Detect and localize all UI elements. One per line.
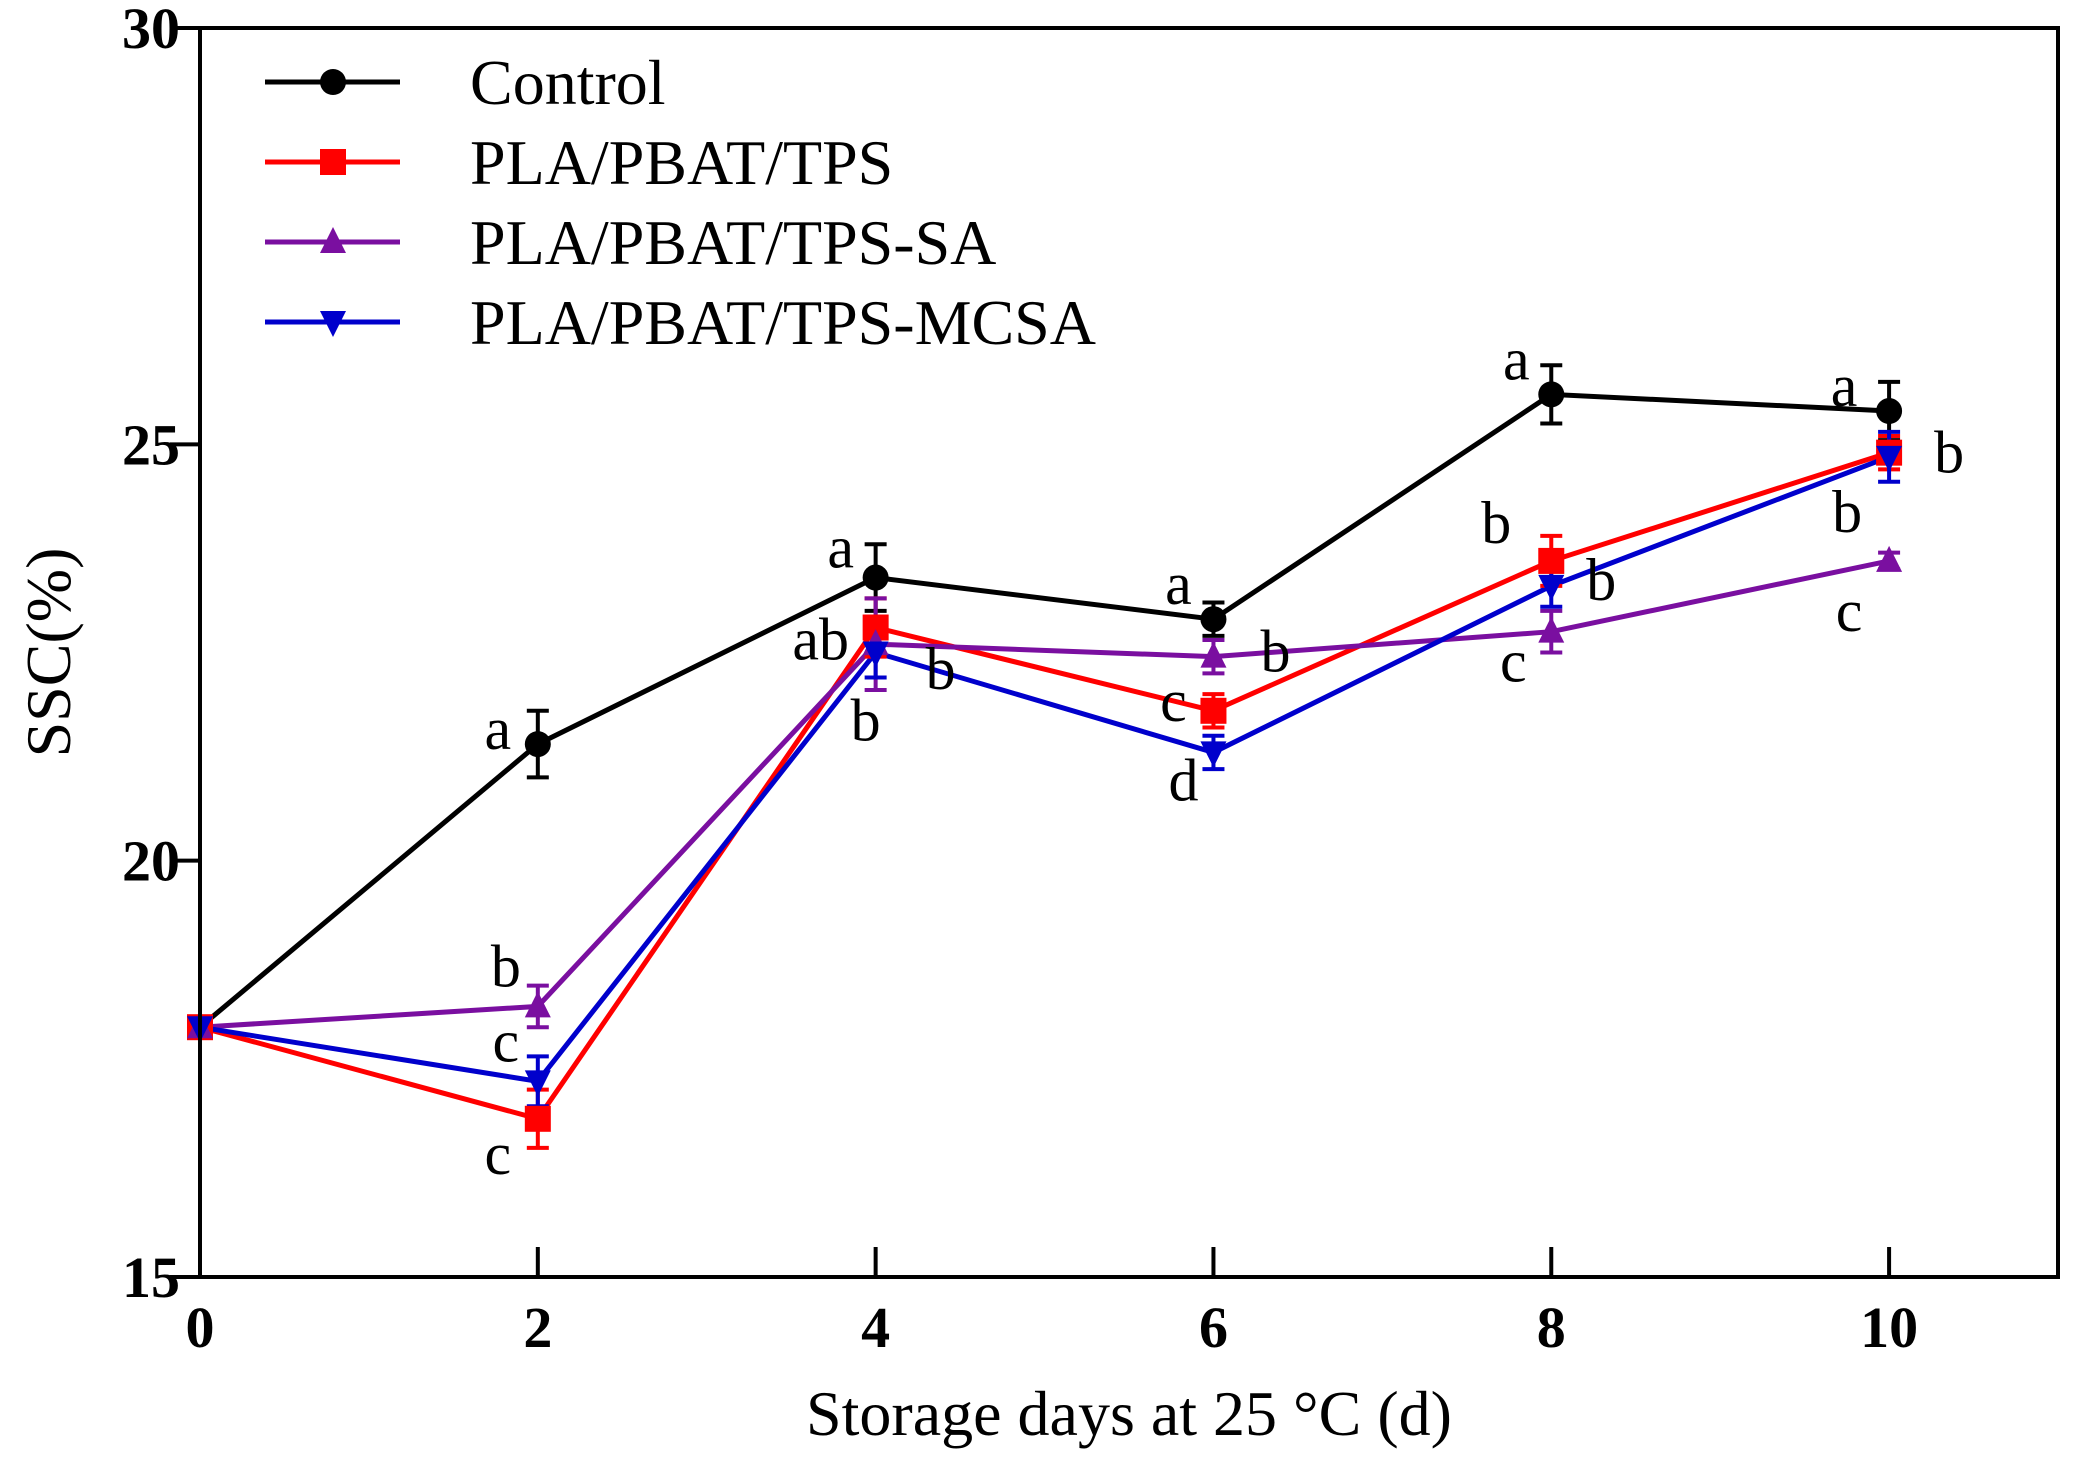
series-line <box>199 558 1890 1030</box>
data-point <box>524 1105 551 1132</box>
x-tick-label: 2 <box>523 1295 552 1360</box>
significance-letter: c <box>1500 629 1527 695</box>
data-point <box>1200 741 1227 768</box>
series-line <box>199 450 1890 1122</box>
x-tick-label: 8 <box>1537 1295 1566 1360</box>
x-tick-label: 10 <box>1860 1295 1918 1360</box>
significance-letter: b <box>1260 619 1290 685</box>
data-point <box>1200 606 1227 633</box>
significance-letter: b <box>1934 420 1964 486</box>
data-point <box>1200 641 1227 668</box>
significance-letter: c <box>492 1008 519 1074</box>
significance-letter: c <box>1836 578 1863 644</box>
significance-letter: b <box>1586 547 1616 613</box>
data-point <box>1200 697 1227 724</box>
significance-letter: c <box>1160 668 1187 734</box>
y-tick-label: 25 <box>122 412 180 477</box>
legend-entry: PLA/PBAT/TPS <box>265 127 893 198</box>
significance-letter: d <box>1168 747 1198 813</box>
axes: 0 2 4 6 8 10 15 20 25 30 <box>122 0 2060 1360</box>
legend-label: PLA/PBAT/TPS-SA <box>470 207 996 278</box>
significance-letter: c <box>484 1121 511 1187</box>
data-point <box>524 1070 551 1097</box>
significance-letter: b <box>851 688 881 754</box>
significance-letter: a <box>1503 326 1530 392</box>
series-lines <box>198 391 1890 1122</box>
legend-label: PLA/PBAT/TPS <box>470 127 893 198</box>
legend-label: PLA/PBAT/TPS-MCSA <box>470 287 1096 358</box>
significance-letter: a <box>1165 551 1192 617</box>
data-point <box>1538 381 1565 408</box>
x-axis-title: Storage days at 25 °C (d) <box>806 1378 1452 1449</box>
significance-letter: a <box>1831 353 1858 419</box>
y-tick-label: 20 <box>122 829 180 894</box>
data-point <box>1876 545 1903 572</box>
y-tick-label: 15 <box>122 1245 180 1310</box>
significance-letter: b <box>491 933 521 999</box>
legend-entry: PLA/PBAT/TPS-SA <box>265 207 996 278</box>
data-point <box>1538 574 1565 601</box>
x-tick-label: 0 <box>186 1295 215 1360</box>
plot-frame <box>198 26 2060 1279</box>
legend-marker <box>320 69 346 95</box>
significance-letter: b <box>926 636 956 702</box>
x-tick-label: 4 <box>861 1295 890 1360</box>
series-line <box>198 391 1890 1030</box>
legend-marker <box>320 227 346 253</box>
data-point <box>1538 547 1565 574</box>
significance-letter: a <box>484 696 511 762</box>
legend-entry: PLA/PBAT/TPS-MCSA <box>265 287 1096 358</box>
y-tick-label: 30 <box>122 0 180 61</box>
series-line <box>199 454 1890 1085</box>
data-point <box>1876 398 1903 425</box>
significance-letter: ab <box>792 607 849 673</box>
significance-letter: a <box>827 515 854 581</box>
data-point <box>862 564 889 591</box>
legend-label: Control <box>470 47 666 118</box>
y-axis-title: SSC(%) <box>13 548 84 758</box>
legend-marker <box>320 149 346 175</box>
data-point <box>524 991 551 1018</box>
data-point <box>862 641 889 668</box>
significance-letter: b <box>1481 490 1511 556</box>
x-tick-label: 6 <box>1199 1295 1228 1360</box>
legend-marker <box>320 311 346 337</box>
data-point <box>524 731 551 758</box>
data-point <box>1876 445 1903 472</box>
data-point <box>1538 616 1565 643</box>
legend: Control PLA/PBAT/TPS PLA/PBAT/TPS-SA PLA/PB… <box>265 47 1096 358</box>
significance-letter: b <box>1832 479 1862 545</box>
legend-entry: Control <box>265 47 666 118</box>
